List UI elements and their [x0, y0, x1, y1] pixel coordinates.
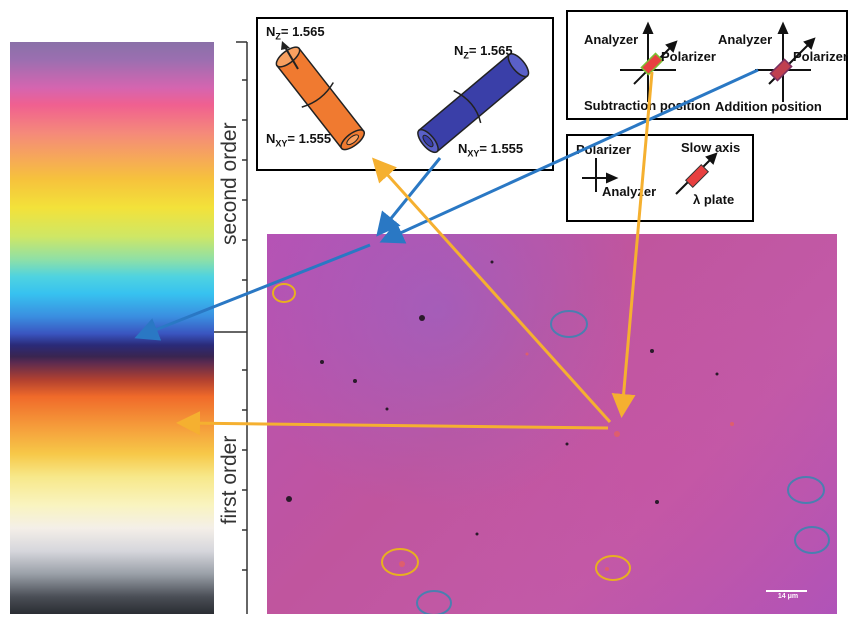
- orange-circle: [381, 548, 419, 576]
- dark-particles: [286, 260, 719, 536]
- plate-legend-diagram: [582, 152, 718, 195]
- blue-arrows: [134, 68, 759, 341]
- position-box: Analyzer Polarizer Subtraction position …: [566, 10, 848, 120]
- fiber-index-box: NZ= 1.565 NXY= 1.555 NZ= 1.565 NXY= 1.55…: [256, 17, 554, 171]
- fiber-drawings: [275, 41, 530, 154]
- subtraction-analyzer-label: Analyzer: [584, 32, 639, 47]
- subtraction-polarizer-label: Polarizer: [661, 49, 716, 64]
- left-nxy-label: NXY= 1.555: [266, 131, 332, 149]
- blue-circle: [550, 310, 588, 338]
- orange-arrows: [176, 71, 654, 436]
- orange-circle: [595, 555, 631, 581]
- reddish-particles: [399, 352, 734, 571]
- blue-circle: [787, 476, 825, 504]
- addition-lambda-plate: [769, 58, 793, 82]
- order-scale: [214, 41, 248, 614]
- orange-fiber: [275, 46, 366, 151]
- left-nz-label: NZ= 1.565: [266, 24, 325, 42]
- right-nxy-label: NXY= 1.555: [458, 141, 524, 159]
- lambda-plate-label: λ plate: [693, 192, 735, 207]
- subtraction-caption: Subtraction position: [584, 98, 711, 113]
- blue-fiber: [417, 53, 530, 154]
- addition-polarizer-label: Polarizer: [793, 49, 848, 64]
- orange-fiber-axis-arrow: [284, 46, 299, 70]
- position-diagrams: [620, 21, 816, 102]
- tick-marks: [242, 79, 247, 571]
- michel-levy-color-bar: [10, 42, 214, 614]
- slow-axis-label: Slow axis: [681, 140, 741, 155]
- crossed-polars: [582, 158, 619, 192]
- micrograph-features: [272, 260, 830, 616]
- blue-circle: [794, 526, 830, 554]
- orange-circle: [272, 283, 296, 303]
- scale-bar-label: 14 μm: [777, 593, 799, 600]
- subtraction-lambda-plate: [640, 52, 664, 76]
- lambda-plate: [684, 163, 710, 189]
- plate-legend-box: Polarizer Analyzer Slow axis λ plate: [566, 134, 754, 222]
- right-nz-label: NZ= 1.565: [454, 43, 513, 61]
- addition-analyzer-label: Analyzer: [718, 32, 773, 47]
- addition-caption: Addition position: [715, 99, 822, 114]
